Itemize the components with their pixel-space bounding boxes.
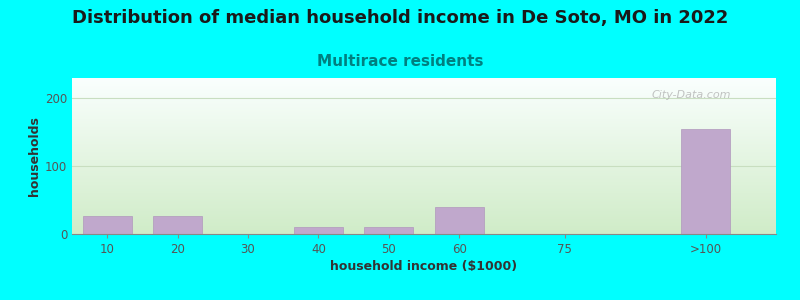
Bar — [153, 216, 202, 234]
Bar — [434, 207, 484, 234]
Y-axis label: households: households — [28, 116, 41, 196]
X-axis label: household income ($1000): household income ($1000) — [330, 260, 518, 273]
Text: Multirace residents: Multirace residents — [317, 54, 483, 69]
Text: Distribution of median household income in De Soto, MO in 2022: Distribution of median household income … — [72, 9, 728, 27]
Bar — [681, 129, 730, 234]
Bar — [294, 227, 343, 234]
Bar — [364, 227, 414, 234]
Bar — [82, 216, 132, 234]
Text: City-Data.com: City-Data.com — [652, 91, 731, 100]
